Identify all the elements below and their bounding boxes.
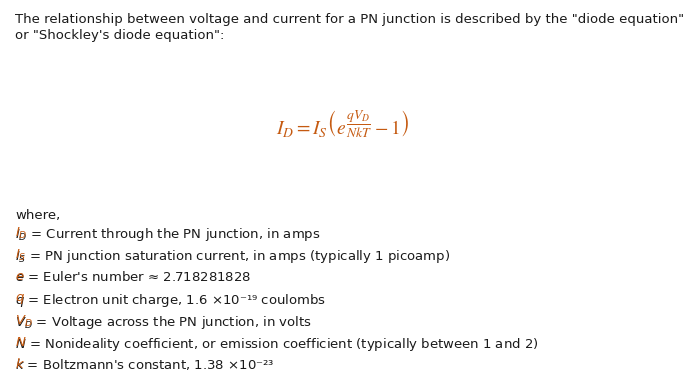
Text: $N$: $N$ [15,336,27,348]
Text: $k$: $k$ [15,357,25,371]
Text: $I_S$ = PN junction saturation current, in amps (typically 1 picoamp): $I_S$ = PN junction saturation current, … [15,248,450,265]
Text: $e$: $e$ [15,270,25,283]
Text: $I_S$: $I_S$ [15,248,27,263]
Text: $I_D = I_S\left(e^{\dfrac{qV_D}{NkT}} - 1\right)$: $I_D = I_S\left(e^{\dfrac{qV_D}{NkT}} - … [276,109,409,140]
Text: $q$: $q$ [15,292,25,306]
Text: $I_D$ = Current through the PN junction, in amps: $I_D$ = Current through the PN junction,… [15,226,321,243]
Text: $N$ = Nonideality coefficient, or emission coefficient (typically between 1 and : $N$ = Nonideality coefficient, or emissi… [15,336,538,352]
Text: $I_D$: $I_D$ [15,226,27,241]
Text: $e$ = Euler's number ≈ 2.718281828: $e$ = Euler's number ≈ 2.718281828 [15,270,251,284]
Text: $q$ = Electron unit charge, 1.6 ×10⁻¹⁹ coulombs: $q$ = Electron unit charge, 1.6 ×10⁻¹⁹ c… [15,292,326,309]
Text: where,: where, [15,209,60,222]
Text: $V_D$: $V_D$ [15,314,33,329]
Text: $k$ = Boltzmann's constant, 1.38 ×10⁻²³: $k$ = Boltzmann's constant, 1.38 ×10⁻²³ [15,357,275,372]
Text: The relationship between voltage and current for a PN junction is described by t: The relationship between voltage and cur… [15,13,685,26]
Text: $V_D$ = Voltage across the PN junction, in volts: $V_D$ = Voltage across the PN junction, … [15,314,312,331]
Text: or "Shockley's diode equation":: or "Shockley's diode equation": [15,29,225,42]
